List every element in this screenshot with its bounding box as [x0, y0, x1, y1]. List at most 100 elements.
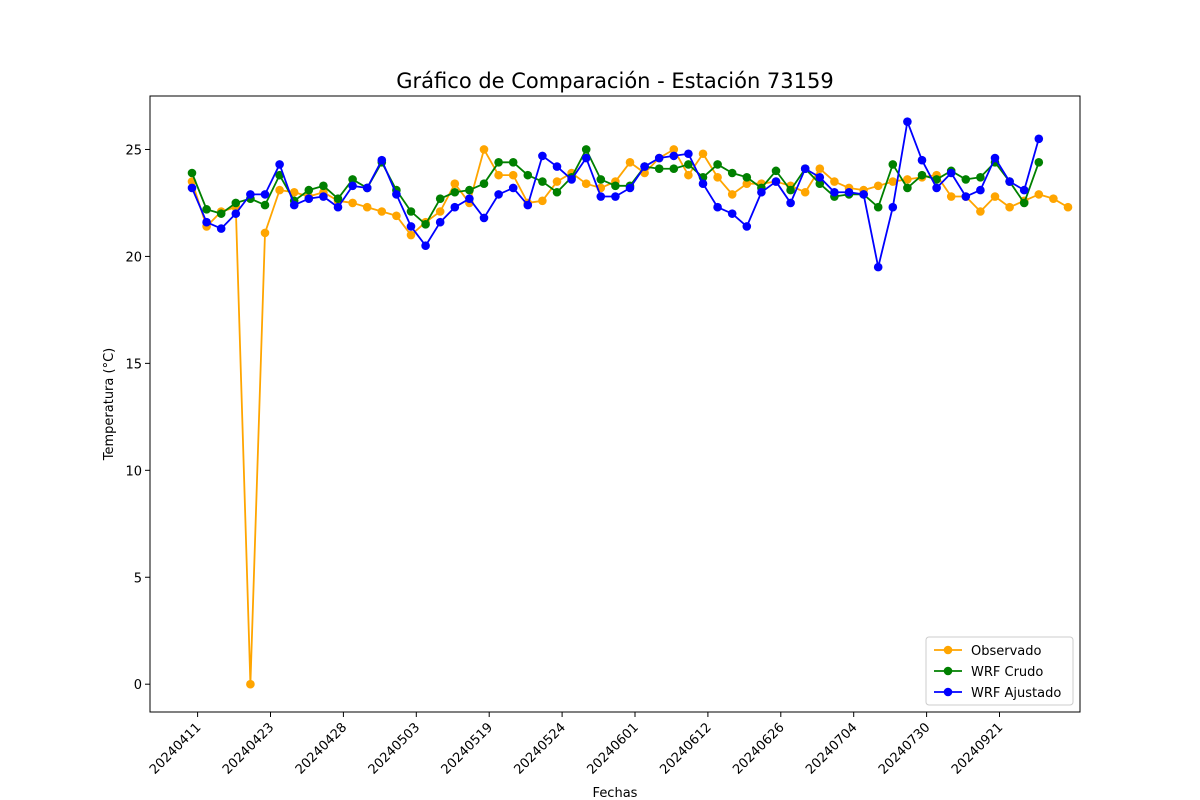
- legend-box: [925, 636, 1074, 706]
- legend-marker: [943, 645, 953, 655]
- data-point: [1049, 194, 1058, 203]
- data-point: [625, 183, 635, 193]
- data-point: [581, 153, 591, 163]
- x-tick-label: 20240524: [512, 720, 569, 777]
- data-point: [917, 170, 927, 180]
- data-point: [859, 190, 868, 199]
- data-point: [406, 222, 416, 231]
- data-point: [873, 202, 883, 212]
- legend-label: WRF Ajustado: [971, 686, 1061, 701]
- legend-item: WRF Crudo: [934, 665, 1043, 680]
- data-point: [640, 162, 649, 171]
- legend-marker: [943, 687, 953, 697]
- y-tick-label: 5: [134, 571, 142, 586]
- data-point: [698, 149, 708, 159]
- data-point: [552, 177, 562, 186]
- data-point: [932, 183, 941, 193]
- data-point: [844, 187, 854, 197]
- data-point: [304, 194, 314, 203]
- x-tick-label: 20240730: [876, 720, 933, 777]
- data-point: [888, 160, 898, 169]
- data-point: [479, 179, 489, 188]
- data-point: [727, 190, 737, 199]
- legend: Observado WRF Crudo WRF Ajustado: [925, 636, 1074, 706]
- data-point: [465, 194, 474, 203]
- data-point: [202, 217, 211, 227]
- data-point: [873, 181, 883, 191]
- data-point: [903, 117, 912, 126]
- data-point: [888, 177, 898, 186]
- data-point: [508, 183, 518, 193]
- data-point: [771, 166, 781, 176]
- data-point: [435, 217, 445, 227]
- data-point: [1034, 190, 1044, 199]
- data-point: [523, 170, 533, 180]
- data-point: [1063, 202, 1073, 212]
- data-point: [289, 200, 299, 210]
- data-point: [742, 179, 752, 188]
- data-point: [786, 198, 795, 208]
- data-point: [1034, 134, 1044, 144]
- data-point: [508, 170, 518, 180]
- data-point: [508, 158, 518, 167]
- data-point: [216, 224, 226, 233]
- data-point: [961, 175, 971, 184]
- data-point: [742, 222, 752, 231]
- series-layer: [187, 117, 1073, 689]
- data-point: [581, 179, 591, 188]
- data-point: [771, 177, 781, 186]
- data-point: [990, 192, 1000, 201]
- data-point: [246, 190, 255, 199]
- data-point: [494, 158, 503, 167]
- data-point: [654, 164, 664, 174]
- data-point: [435, 194, 445, 203]
- data-point: [815, 179, 825, 188]
- data-point: [713, 160, 722, 169]
- y-tick-label: 20: [125, 250, 142, 265]
- data-point: [800, 164, 810, 174]
- data-point: [1034, 158, 1044, 167]
- data-point: [654, 153, 664, 163]
- legend-marker: [943, 666, 953, 676]
- data-point: [421, 220, 430, 229]
- data-point: [800, 187, 810, 197]
- data-point: [362, 202, 372, 212]
- data-point: [873, 262, 883, 272]
- plot-area-frame: [149, 95, 1081, 713]
- data-point: [479, 145, 489, 154]
- data-point: [815, 172, 825, 182]
- data-point: [713, 202, 722, 212]
- data-point: [362, 183, 372, 193]
- data-point: [450, 202, 460, 212]
- data-point: [596, 192, 606, 201]
- data-point: [187, 168, 197, 178]
- data-point: [727, 209, 737, 218]
- data-point: [538, 151, 547, 161]
- data-point: [1005, 202, 1014, 212]
- legend-item: Observado: [934, 644, 1042, 659]
- data-point: [275, 185, 284, 195]
- y-tick-label: 25: [125, 143, 142, 158]
- data-point: [567, 175, 576, 184]
- data-point: [406, 230, 416, 240]
- data-point: [260, 200, 270, 210]
- data-point: [465, 185, 474, 195]
- series-line: [191, 148, 1069, 686]
- data-point: [377, 207, 387, 216]
- x-tick-label: 20240503: [366, 720, 423, 777]
- data-point: [903, 175, 912, 184]
- data-point: [202, 205, 211, 214]
- data-point: [976, 185, 985, 195]
- data-point: [684, 160, 693, 169]
- x-tick-label: 20240704: [803, 720, 860, 777]
- data-point: [684, 170, 693, 180]
- x-tick-label: 20240921: [949, 720, 1006, 777]
- data-point: [260, 228, 270, 238]
- y-tick-label: 15: [125, 357, 142, 372]
- x-tick-label: 20240411: [147, 720, 204, 777]
- legend-item: WRF Ajustado: [934, 686, 1061, 701]
- data-point: [421, 241, 430, 251]
- data-point: [830, 177, 839, 186]
- data-point: [990, 153, 1000, 163]
